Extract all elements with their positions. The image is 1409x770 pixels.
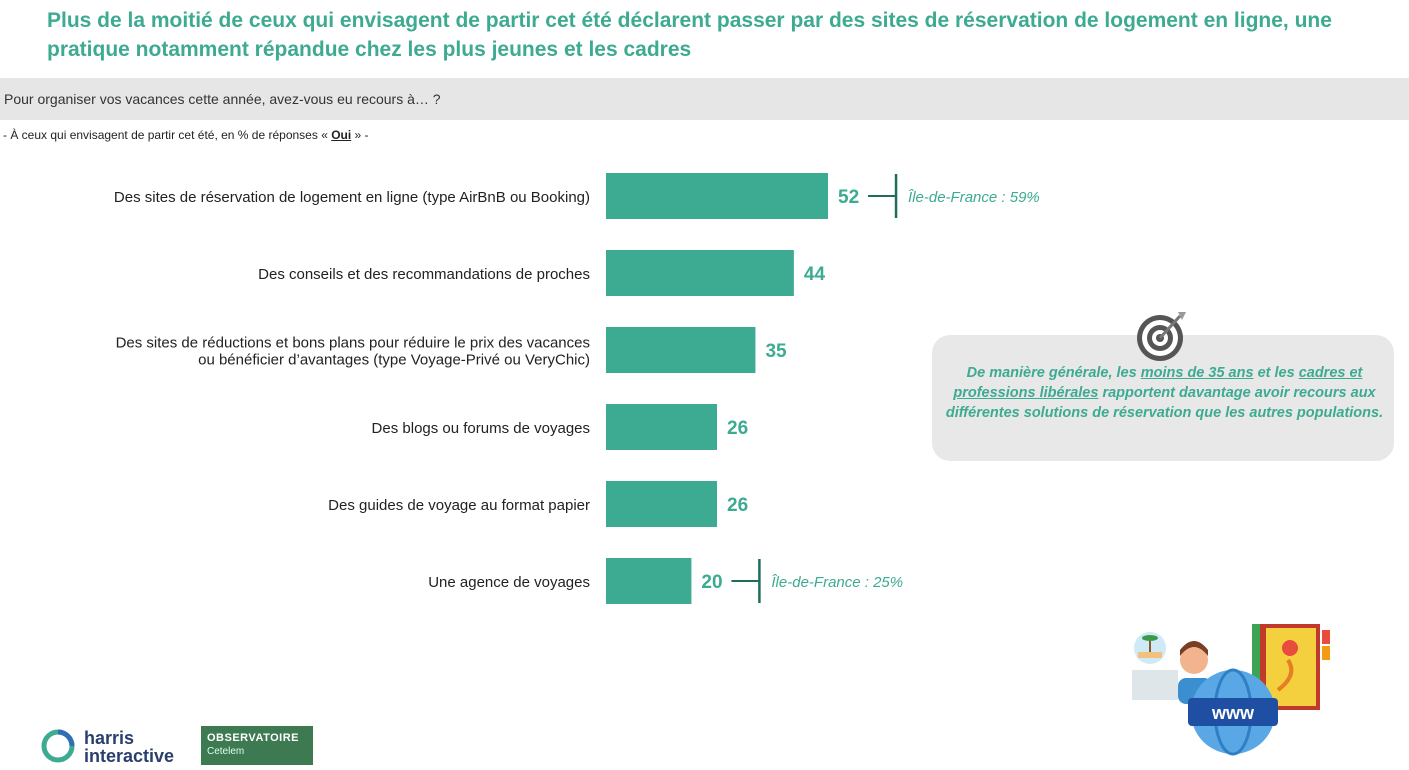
harris-interactive-logo: harris interactive — [40, 726, 200, 770]
category-label: Des sites de réductions et bons plans po… — [116, 335, 590, 352]
www-text: www — [1211, 703, 1255, 723]
callout-part2: et les — [1253, 365, 1299, 381]
category-label: Des conseils et des recommandations de p… — [258, 266, 590, 283]
bar-chart: 52 Des sites de réservation de logement e… — [114, 173, 1040, 604]
value-label: 26 — [727, 495, 748, 516]
www-badge — [1188, 698, 1278, 726]
subtitle-after: » - — [351, 128, 369, 142]
target-icon — [1134, 308, 1190, 369]
obs-logo-line2: Cetelem — [207, 746, 245, 757]
subtitle-emphasis: Oui — [331, 128, 352, 142]
callout-part3: rapportent davantage avoir recours aux d… — [945, 385, 1384, 421]
question-text: Pour organiser vos vacances cette année,… — [4, 91, 441, 107]
category-label: Des blogs ou forums de voyages — [372, 420, 590, 437]
obs-logo-line1: OBSERVATOIRE — [207, 732, 299, 744]
slide-title: Plus de la moitié de ceux qui envisagent… — [47, 9, 1332, 61]
value-label: 35 — [765, 341, 787, 362]
bar — [606, 558, 692, 604]
bar — [606, 250, 794, 296]
bar — [606, 327, 756, 373]
value-label: 52 — [838, 187, 859, 208]
person-icon — [1180, 646, 1208, 674]
callout-text: De manière générale, les moins de 35 ans… — [942, 363, 1387, 423]
question-band — [0, 78, 1409, 120]
category-label: Des guides de voyage au format papier — [328, 497, 590, 514]
bar — [606, 173, 829, 219]
bar — [606, 481, 718, 527]
harris-logo-line1: harris — [84, 728, 134, 748]
value-label: 26 — [727, 418, 748, 439]
bar — [606, 404, 718, 450]
callout-emphasis-cadres: cadres et professions libérales — [953, 365, 1363, 401]
category-label: ou bénéficier d’avantages (type Voyage-P… — [198, 352, 590, 369]
observatoire-cetelem-logo: OBSERVATOIRE Cetelem — [201, 726, 313, 765]
value-label: 20 — [701, 572, 722, 593]
value-label: 44 — [804, 264, 826, 285]
harris-logo-line2: interactive — [84, 746, 174, 765]
callout-emphasis-age: moins de 35 ans — [1140, 365, 1254, 381]
annotation-label: Île-de-France : 25% — [771, 574, 903, 591]
category-label: Une agence de voyages — [428, 574, 590, 591]
laptop-icon — [1132, 670, 1178, 700]
travel-illustration: www — [1128, 620, 1338, 765]
callout-part1: De manière générale, les — [966, 365, 1141, 381]
base-subtitle: - À ceux qui envisagent de partir cet ét… — [3, 128, 369, 142]
category-label: Des sites de réservation de logement en … — [114, 189, 590, 206]
annotation-label: Île-de-France : 59% — [908, 189, 1040, 206]
subtitle-before: - À ceux qui envisagent de partir cet ét… — [3, 128, 332, 142]
